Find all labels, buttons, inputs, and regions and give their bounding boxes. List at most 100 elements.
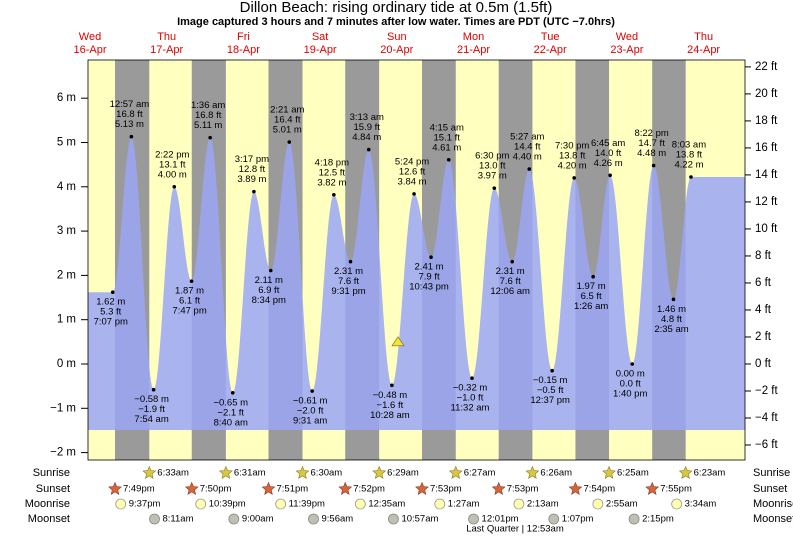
tide-label: −2.0 ft bbox=[297, 406, 324, 417]
tide-point bbox=[446, 157, 451, 162]
tide-point bbox=[287, 140, 292, 144]
y2-tick-label: 6 ft bbox=[755, 277, 772, 289]
sunrise-icon bbox=[448, 465, 463, 479]
weekday-label: Wed bbox=[616, 31, 638, 43]
tide-label: 12.6 ft bbox=[399, 166, 426, 177]
tide-label: 6.9 ft bbox=[258, 285, 279, 296]
sunrise-time: 6:26am bbox=[540, 468, 572, 479]
tide-label: 3:13 am bbox=[350, 112, 384, 123]
moonrise-time: 3:34am bbox=[685, 499, 717, 510]
sunset-time: 7:53pm bbox=[507, 484, 539, 495]
tide-label: 4.8 ft bbox=[661, 314, 682, 325]
date-label: 16-Apr bbox=[73, 44, 106, 56]
sunset-icon bbox=[568, 481, 583, 495]
moonrise-time: 11:39pm bbox=[289, 499, 325, 510]
y-tick-label: 1 m bbox=[57, 314, 76, 326]
tide-label: 12:57 am bbox=[110, 99, 150, 110]
weekday-label: Thu bbox=[157, 31, 176, 43]
moonrise-time: 1:27am bbox=[448, 499, 480, 510]
tide-label: −1.6 ft bbox=[377, 400, 404, 411]
sunrise-time: 6:29am bbox=[387, 468, 419, 479]
sunset-time: 7:52pm bbox=[353, 484, 385, 495]
tide-label: 5:27 am bbox=[510, 132, 544, 143]
tide-label: 7:54 am bbox=[134, 414, 168, 425]
tide-point bbox=[230, 390, 235, 395]
sunset-icon bbox=[491, 481, 506, 495]
sunset-icon bbox=[645, 481, 660, 495]
date-label: 18-Apr bbox=[227, 44, 260, 56]
tide-label: 10:28 am bbox=[370, 410, 410, 421]
tide-label: 9:31 am bbox=[293, 416, 327, 427]
moonrise-icon bbox=[671, 498, 683, 510]
tide-label: 5.13 m bbox=[115, 119, 144, 130]
tide-label: 6.1 ft bbox=[179, 296, 200, 307]
sunset-icon bbox=[261, 481, 276, 495]
moonset-time: 10:57am bbox=[401, 514, 438, 525]
moonset-time: 12:01pm bbox=[482, 514, 519, 525]
sunset-icon bbox=[184, 481, 199, 495]
tide-label: 14.4 ft bbox=[514, 142, 541, 153]
sunrise-time: 6:27am bbox=[464, 468, 496, 479]
y2-tick-label: −6 ft bbox=[755, 439, 779, 451]
y-tick-label: −1 m bbox=[50, 402, 76, 414]
tide-point bbox=[492, 186, 497, 190]
moonrise-icon bbox=[434, 498, 446, 510]
moonrise-icon bbox=[513, 498, 525, 510]
date-label: 17-Apr bbox=[150, 44, 183, 56]
row-label: Sunrise bbox=[753, 467, 790, 479]
tide-label: 12.8 ft bbox=[239, 164, 266, 175]
tide-point bbox=[172, 184, 177, 189]
moonrise-icon bbox=[115, 498, 127, 510]
plot-frame bbox=[87, 59, 746, 461]
tide-label: 16.4 ft bbox=[274, 115, 301, 126]
tide-label: 1.62 m bbox=[96, 297, 125, 308]
tide-label: −0.58 m bbox=[134, 394, 169, 405]
tide-label: 1.97 m bbox=[577, 281, 606, 292]
weekday-label: Wed bbox=[79, 31, 101, 43]
row-label: Moonset bbox=[753, 513, 793, 525]
row-label: Moonrise bbox=[25, 498, 70, 510]
tide-label: 4:18 pm bbox=[315, 157, 349, 168]
y2-tick-label: 22 ft bbox=[755, 61, 778, 73]
sunrise-icon bbox=[602, 465, 616, 479]
tide-label: 6.5 ft bbox=[581, 291, 602, 302]
tide-label: 12:06 am bbox=[490, 286, 530, 297]
y-tick-label: 5 m bbox=[57, 137, 76, 149]
tide-point bbox=[252, 189, 256, 194]
tide-label: −0.32 m bbox=[453, 383, 488, 394]
y-tick-label: 3 m bbox=[57, 225, 76, 237]
tide-label: 12.5 ft bbox=[319, 167, 346, 178]
tide-label: 4.40 m bbox=[513, 152, 542, 163]
moonset-icon bbox=[468, 513, 479, 525]
tide-point bbox=[689, 175, 693, 179]
tide-label: 4.20 m bbox=[558, 160, 587, 171]
moonrise-time: 2:55am bbox=[606, 499, 638, 510]
weekday-label: Sun bbox=[387, 31, 407, 43]
tide-label: −0.61 m bbox=[293, 396, 328, 407]
tide-label: 7.6 ft bbox=[338, 276, 359, 287]
tide-label: 8:22 pm bbox=[634, 128, 668, 139]
date-label: 21-Apr bbox=[457, 44, 490, 56]
moonset-time: 9:56am bbox=[321, 514, 353, 525]
tide-label: 13.0 ft bbox=[479, 161, 506, 172]
tide-label: −0.15 m bbox=[533, 375, 568, 386]
tide-point bbox=[151, 387, 156, 392]
tide-label: 3.89 m bbox=[237, 174, 266, 185]
weekday-label: Sat bbox=[312, 31, 329, 43]
sunset-time: 7:51pm bbox=[276, 484, 308, 495]
tide-label: 3.84 m bbox=[398, 176, 427, 187]
tide-label: 2:22 pm bbox=[155, 149, 189, 160]
moonrise-time: 12:35am bbox=[368, 499, 405, 510]
tide-label: 15.9 ft bbox=[354, 122, 381, 133]
sunrise-time: 6:31am bbox=[234, 468, 266, 479]
date-label: 24-Apr bbox=[687, 44, 720, 56]
y2-tick-label: 12 ft bbox=[755, 196, 778, 208]
tide-point bbox=[550, 368, 554, 373]
y-tick-label: 0 m bbox=[57, 358, 76, 370]
tide-point bbox=[510, 259, 514, 264]
date-label: 19-Apr bbox=[304, 44, 337, 56]
tide-label: 4.84 m bbox=[352, 132, 381, 143]
tide-label: 1:26 am bbox=[574, 301, 608, 312]
tide-label: 15.1 ft bbox=[434, 132, 461, 143]
